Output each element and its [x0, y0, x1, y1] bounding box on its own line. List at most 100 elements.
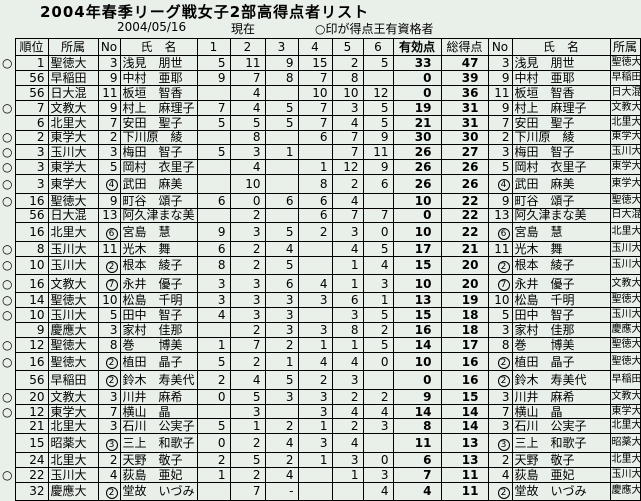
- game6-cell: 9: [362, 159, 394, 176]
- game2-cell: 5: [229, 451, 266, 468]
- qualifier-mark: [0, 323, 15, 338]
- game3-cell: 6: [264, 273, 299, 294]
- rank-cell: 56: [14, 207, 49, 224]
- game6-cell: 2: [362, 388, 394, 405]
- table-row: ○ 10 玉川大 5 田中 智子 4 3 3 3 5 15 18 5 田中 智子 玉川大: [0, 307, 641, 324]
- game4-cell: 3: [297, 322, 333, 339]
- game1-cell: [196, 174, 231, 194]
- table-row: ○ 7 文教大 9 村上 麻理子 7 4 5 7 3 5 19 31 9 村上 麻理子 文教大: [0, 99, 641, 116]
- player-name-cell: 田中 智子: [119, 307, 198, 324]
- circled-number: 2: [105, 375, 118, 388]
- qualifier-mark: ○: [2, 308, 13, 323]
- valid-points-cell: 19: [392, 99, 442, 116]
- player-no-cell-right: 3: [487, 388, 513, 405]
- valid-points-cell: 26: [392, 159, 442, 176]
- col-header-valid-points: 有効点: [392, 38, 442, 56]
- team-cell-right: 慶應大: [609, 322, 641, 339]
- header-row: 順位 所属 No 氏 名 1 2 3 4 5 6 有効点 総得点 No 氏 名 …: [0, 38, 641, 56]
- team-cell-right: 慶應大: [609, 481, 641, 501]
- team-cell: 慶應大: [47, 481, 99, 501]
- player-name-cell: 下川原 綾: [119, 129, 198, 146]
- qualifier-mark: ○: [2, 241, 13, 256]
- game1-cell: 2: [196, 451, 231, 468]
- player-name-cell: 浅見 朋世: [119, 55, 198, 71]
- game5-cell: 8: [331, 322, 364, 339]
- player-no-cell-right: 3: [487, 418, 513, 435]
- game4-cell: 6: [297, 207, 333, 224]
- player-name-cell-right: 三上 和歌子: [511, 433, 611, 453]
- game4-cell: 7: [297, 69, 333, 86]
- rank-cell: 15: [14, 433, 49, 453]
- total-points-cell: 19: [440, 292, 489, 309]
- total-points-cell: 39: [440, 69, 489, 86]
- game6-cell: 5: [362, 337, 394, 353]
- qualifier-mark: [0, 70, 15, 85]
- team-cell: 東学大: [47, 403, 99, 420]
- team-cell: 慶應大: [47, 322, 99, 339]
- circled-number: 2: [105, 357, 118, 370]
- rank-cell: 56: [14, 69, 49, 86]
- game4-cell: [297, 466, 333, 483]
- game2-cell: 2: [229, 240, 266, 257]
- qualifier-mark: [0, 452, 15, 467]
- game5-cell: 4: [331, 403, 364, 420]
- game4-cell: [297, 240, 333, 257]
- total-points-cell: 22: [440, 222, 489, 242]
- game5-cell: 4: [331, 351, 364, 372]
- game4-cell: 3: [297, 388, 333, 405]
- rank-cell: 16: [14, 192, 49, 209]
- valid-points-cell: 17: [392, 240, 442, 257]
- game3-cell: 2: [264, 418, 299, 435]
- team-cell: 昭薬大: [47, 433, 99, 453]
- game3-cell: 2: [264, 337, 299, 353]
- player-no-cell: 8: [97, 337, 121, 353]
- game3-cell: 6: [264, 192, 299, 209]
- player-name-cell: 巻 博美: [119, 337, 198, 353]
- qualifier-mark: ○: [2, 467, 13, 482]
- col-header-rank: 順位: [14, 38, 49, 56]
- game2-cell: 0: [229, 192, 266, 209]
- team-cell: 玉川大: [47, 240, 99, 257]
- game6-cell: 1: [362, 292, 394, 309]
- game3-cell: [264, 159, 299, 176]
- valid-points-cell: 10: [392, 222, 442, 242]
- game2-cell: 4: [229, 84, 266, 101]
- game2-cell: 5: [229, 388, 266, 405]
- player-no-cell-right: 5: [487, 159, 513, 176]
- game2-cell: 3: [229, 273, 266, 294]
- game6-cell: 5: [362, 114, 394, 131]
- game6-cell: 0: [362, 222, 394, 242]
- player-name-cell: 中村 亜耶: [119, 69, 198, 86]
- player-no-cell: 3: [97, 388, 121, 405]
- col-header-game3: 3: [264, 38, 299, 56]
- player-no-cell-right: 9: [487, 99, 513, 116]
- rank-cell: 56: [14, 84, 49, 101]
- game4-cell: 7: [297, 114, 333, 131]
- circled-number: 7: [497, 279, 510, 292]
- valid-points-cell: 0: [392, 84, 442, 101]
- table-row: ○ 2 東学大 2 下川原 綾 8 6 7 9 30 30 2 下川原 綾東学大: [0, 129, 641, 146]
- game3-cell: 5: [264, 99, 299, 116]
- player-name-cell: 三上 和歌子: [119, 433, 198, 453]
- player-no-cell-right: 9: [487, 192, 513, 209]
- player-name-cell-right: 松島 千明: [511, 292, 611, 309]
- total-points-cell: 26: [440, 174, 489, 194]
- qualifier-mark: ○: [2, 293, 13, 308]
- game1-cell: 5: [196, 114, 231, 131]
- total-points-cell: 20: [440, 273, 489, 294]
- game4-cell: 1: [297, 451, 333, 468]
- rank-cell: 56: [14, 370, 49, 390]
- game5-cell: 10: [331, 84, 364, 101]
- circled-number: 6: [105, 227, 118, 240]
- game6-cell: 12: [362, 84, 394, 101]
- game5-cell: 8: [331, 69, 364, 86]
- game4-cell: 2: [297, 370, 333, 390]
- total-points-cell: 30: [440, 129, 489, 146]
- game4-cell: [297, 144, 333, 161]
- game2-cell: 1: [229, 418, 266, 435]
- table-row: ○ 1 聖徳大 3 浅見 朋世 5 11 9 15 2 5 33 47 3 浅見 朋世 聖徳大: [0, 55, 641, 71]
- game4-cell: 3: [297, 433, 333, 453]
- qualifier-mark: ○: [2, 276, 13, 291]
- game3-cell: 5: [264, 370, 299, 390]
- game1-cell: 1: [196, 337, 231, 353]
